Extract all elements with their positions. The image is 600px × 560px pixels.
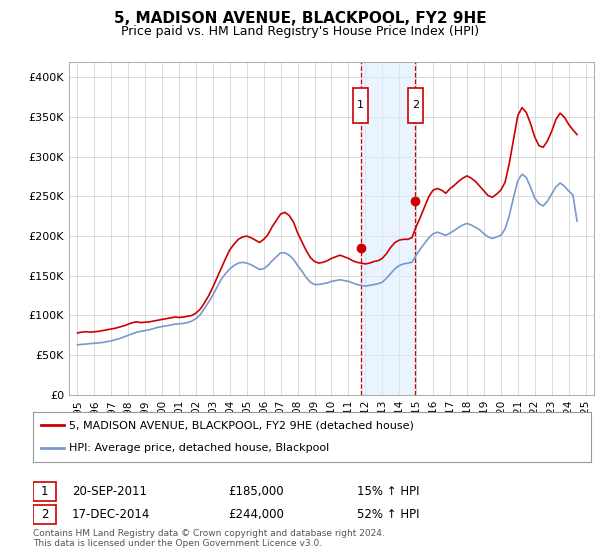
Text: 1: 1 xyxy=(41,485,49,498)
Text: HPI: Average price, detached house, Blackpool: HPI: Average price, detached house, Blac… xyxy=(69,444,329,454)
Text: 2: 2 xyxy=(41,508,49,521)
Text: 5, MADISON AVENUE, BLACKPOOL, FY2 9HE: 5, MADISON AVENUE, BLACKPOOL, FY2 9HE xyxy=(113,11,487,26)
Text: 52% ↑ HPI: 52% ↑ HPI xyxy=(356,508,419,521)
Bar xyxy=(361,62,415,395)
Text: £244,000: £244,000 xyxy=(229,508,284,521)
Bar xyxy=(353,88,368,123)
Text: 5, MADISON AVENUE, BLACKPOOL, FY2 9HE (detached house): 5, MADISON AVENUE, BLACKPOOL, FY2 9HE (d… xyxy=(69,420,414,430)
Bar xyxy=(408,88,423,123)
Text: 1: 1 xyxy=(357,100,364,110)
Text: 15% ↑ HPI: 15% ↑ HPI xyxy=(356,485,419,498)
Text: Price paid vs. HM Land Registry's House Price Index (HPI): Price paid vs. HM Land Registry's House … xyxy=(121,25,479,38)
Text: 17-DEC-2014: 17-DEC-2014 xyxy=(72,508,151,521)
Text: £185,000: £185,000 xyxy=(229,485,284,498)
Bar xyxy=(33,505,56,524)
Text: 2: 2 xyxy=(412,100,419,110)
Text: 20-SEP-2011: 20-SEP-2011 xyxy=(72,485,147,498)
Text: Contains HM Land Registry data © Crown copyright and database right 2024.
This d: Contains HM Land Registry data © Crown c… xyxy=(33,529,385,548)
Bar xyxy=(33,482,56,501)
